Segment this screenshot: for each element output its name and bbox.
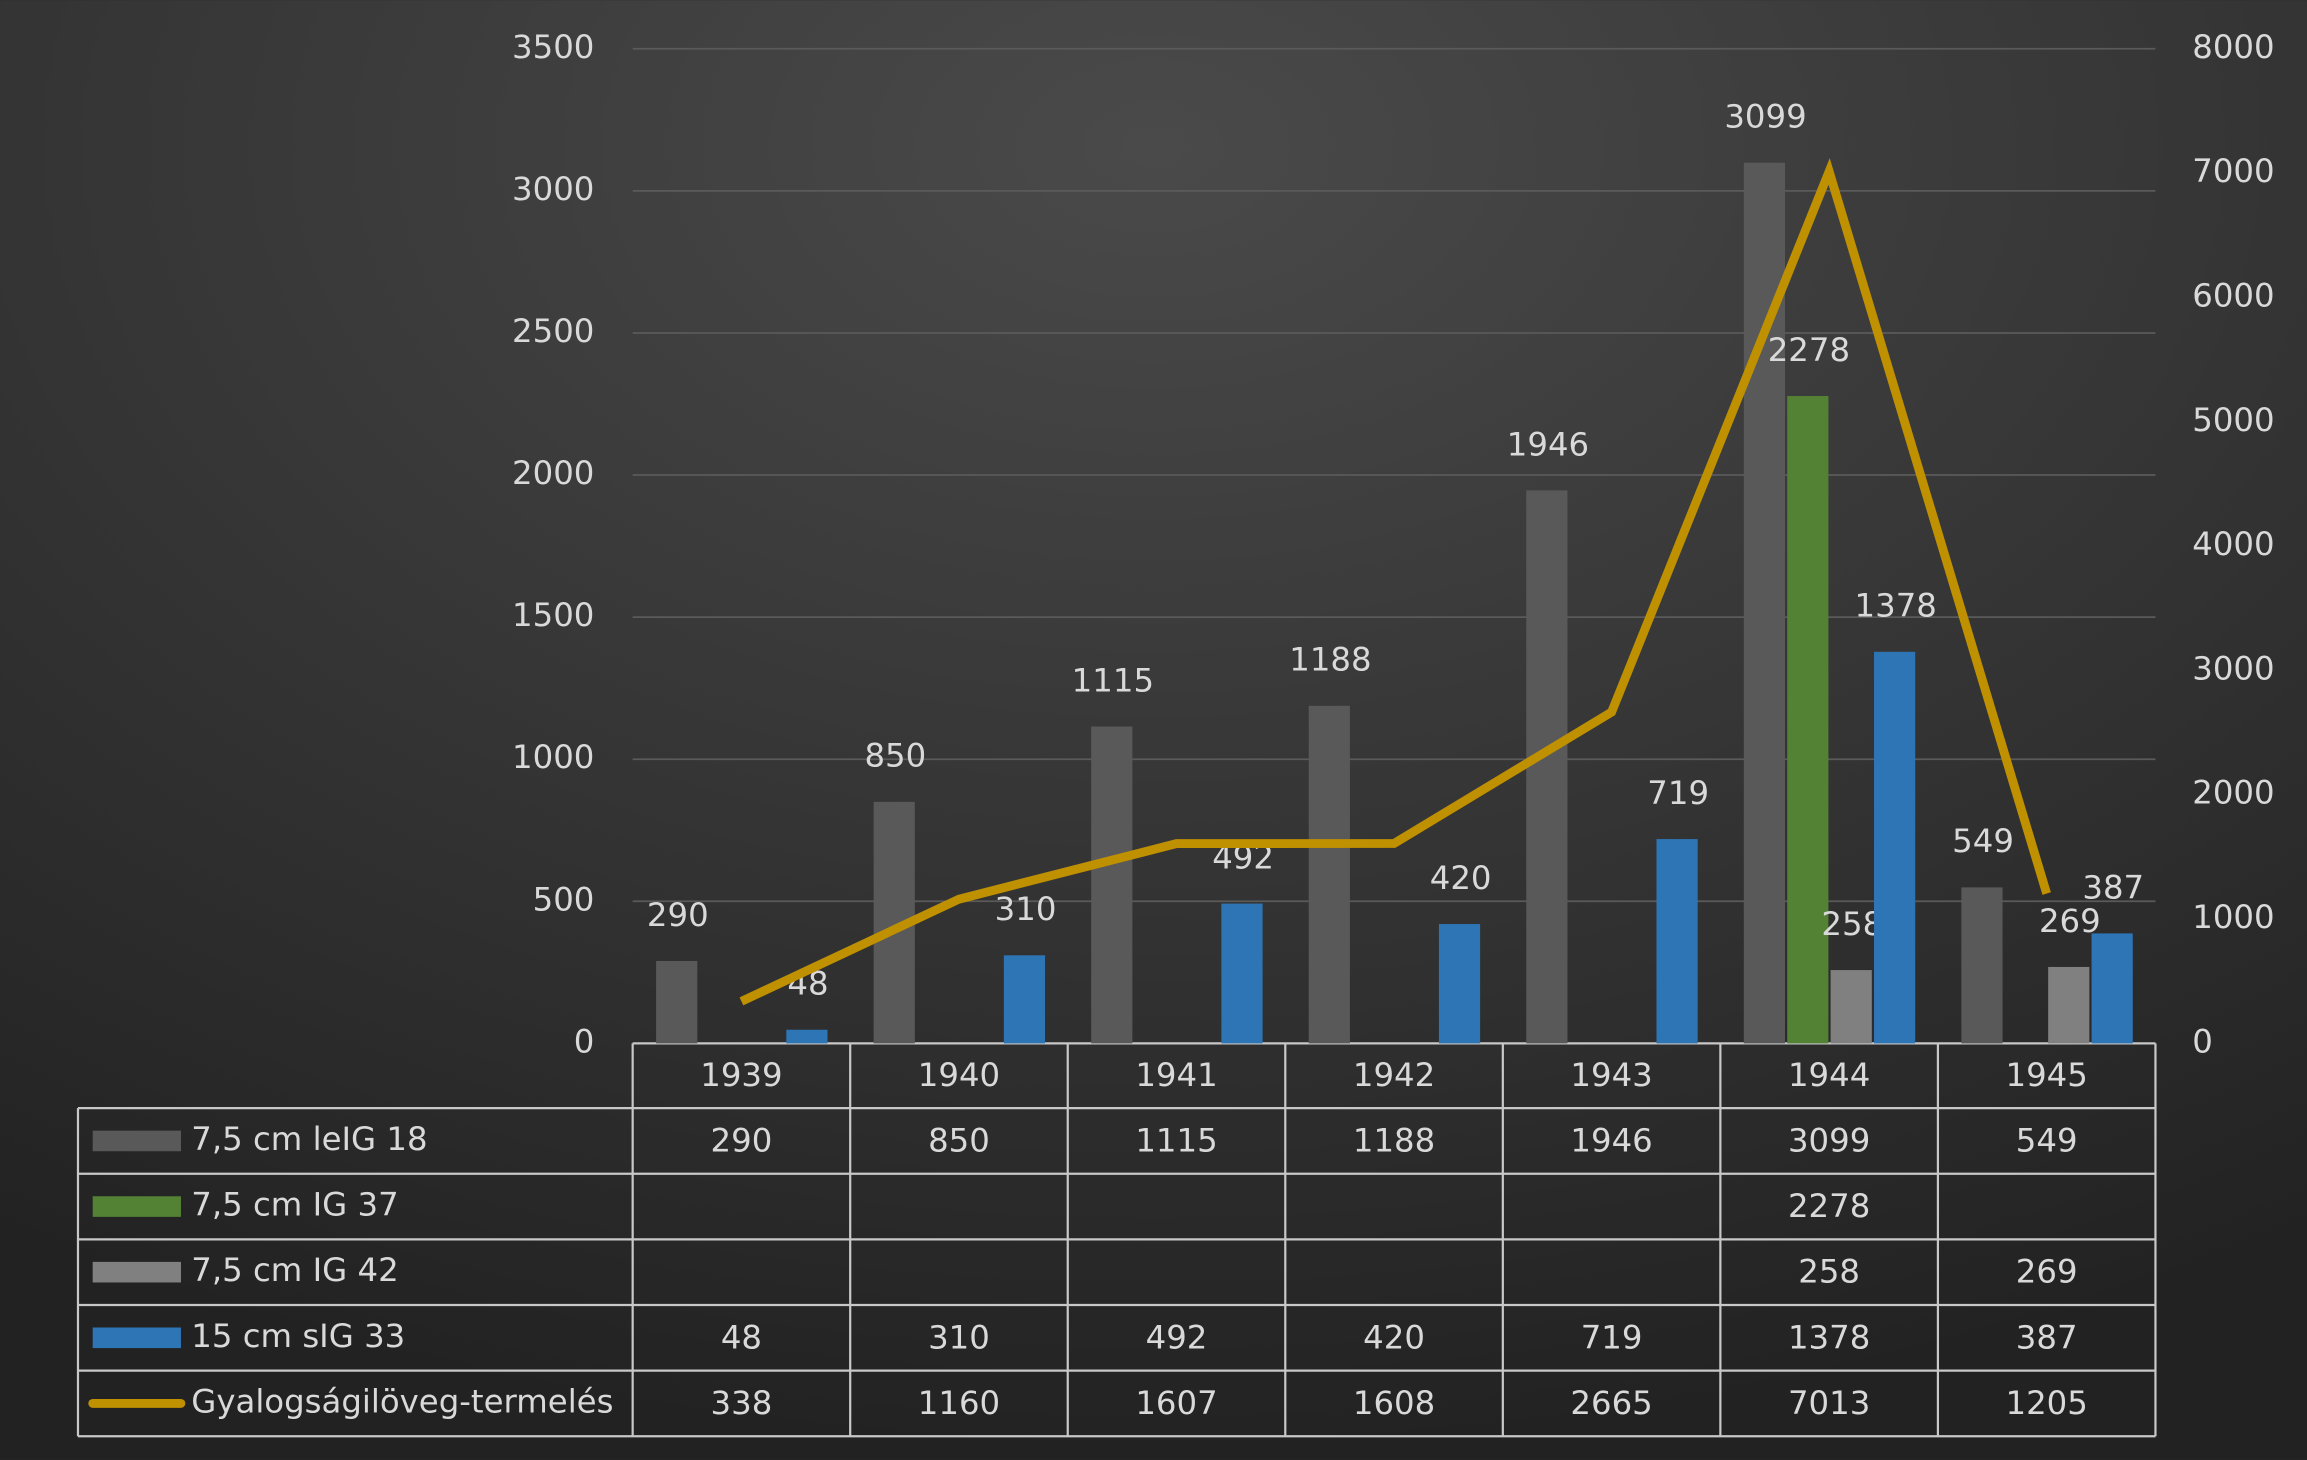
- bar: [1438, 924, 1481, 1044]
- table-cell: 719: [1581, 1318, 1643, 1356]
- table-cell: 2665: [1570, 1384, 1652, 1422]
- y2-tick-label: 3000: [2192, 649, 2274, 687]
- table-cell: 290: [711, 1121, 773, 1159]
- legend-label: Gyalogságilöveg-termelés: [191, 1382, 613, 1420]
- data-label: 719: [1647, 774, 1709, 812]
- y-tick-label: 2000: [512, 454, 594, 492]
- legend-marker: [92, 1196, 181, 1217]
- bar: [1308, 705, 1350, 1044]
- bar: [656, 960, 698, 1044]
- bar: [1091, 726, 1133, 1044]
- y-tick-label: 3000: [512, 170, 594, 208]
- table-cell: 1608: [1353, 1384, 1435, 1422]
- bar: [1221, 903, 1263, 1044]
- y2-tick-label: 6000: [2192, 276, 2274, 314]
- bar: [2091, 933, 2133, 1044]
- x-tick-label: 1940: [918, 1056, 1000, 1094]
- data-label: 1188: [1289, 641, 1371, 679]
- line-series: [739, 158, 2051, 1006]
- table-cell: 310: [928, 1318, 990, 1356]
- data-label: 269: [2039, 902, 2101, 940]
- y2-tick-label: 5000: [2192, 401, 2274, 439]
- y2-tick-label: 7000: [2192, 152, 2274, 190]
- table-cell: 338: [711, 1384, 773, 1422]
- table-cell: 420: [1363, 1318, 1425, 1356]
- x-tick-label: 1942: [1353, 1056, 1435, 1094]
- table-cell: 1188: [1353, 1121, 1435, 1159]
- table-cell: 3099: [1788, 1121, 1870, 1159]
- x-tick-label: 1944: [1788, 1056, 1870, 1094]
- table-cell: 1946: [1570, 1121, 1652, 1159]
- legend-marker: [92, 1261, 181, 1283]
- y-tick-label: 0: [574, 1022, 595, 1060]
- y-tick-label: 1500: [512, 596, 594, 634]
- table-cell: 48: [721, 1318, 762, 1356]
- bar: [2048, 966, 2090, 1044]
- y2-tick-label: 2000: [2192, 774, 2274, 812]
- table-cell: 549: [2016, 1121, 2078, 1159]
- y-tick-label: 3500: [512, 28, 594, 66]
- bar: [1961, 887, 2003, 1044]
- table-cell: 1160: [918, 1384, 1000, 1422]
- data-label: 290: [647, 896, 709, 934]
- x-tick-label: 1939: [700, 1056, 782, 1094]
- data-label: 3099: [1724, 98, 1806, 136]
- table-cell: 850: [928, 1121, 990, 1159]
- y2-tick-label: 4000: [2192, 525, 2274, 563]
- table-cell: 1378: [1788, 1318, 1870, 1356]
- legend-label: 7,5 cm leIG 18: [191, 1120, 427, 1158]
- data-label: 258: [1821, 905, 1883, 943]
- bar: [1656, 839, 1698, 1044]
- bar: [1003, 955, 1046, 1044]
- data-label: 310: [995, 890, 1057, 928]
- bar: [1874, 651, 1916, 1044]
- y-tick-label: 500: [533, 880, 595, 918]
- legend-marker: [92, 1327, 181, 1349]
- data-label: 387: [2082, 868, 2144, 906]
- data-label: 850: [864, 737, 926, 775]
- y-tick-label: 2500: [512, 312, 594, 350]
- y2-tick-label: 0: [2192, 1022, 2213, 1060]
- legend-marker: [92, 1130, 181, 1152]
- x-tick-label: 1941: [1135, 1056, 1217, 1094]
- data-label: 2278: [1768, 331, 1850, 369]
- table-cell: 1607: [1135, 1384, 1217, 1422]
- data-label: 549: [1952, 822, 2014, 860]
- x-tick-label: 1943: [1570, 1056, 1652, 1094]
- table-cell: 387: [2016, 1318, 2078, 1356]
- table-cell: 258: [1798, 1253, 1860, 1291]
- data-label: 1946: [1507, 425, 1589, 463]
- y2-tick-label: 1000: [2192, 898, 2274, 936]
- legend-label: 7,5 cm IG 37: [191, 1186, 398, 1224]
- table-cell: 1205: [2006, 1384, 2088, 1422]
- data-label: 1115: [1072, 661, 1154, 699]
- data-label: 1378: [1855, 587, 1937, 625]
- table-cell: 492: [1146, 1318, 1208, 1356]
- legend-label: 15 cm sIG 33: [191, 1317, 405, 1355]
- bar: [786, 1029, 828, 1044]
- table-cell: 2278: [1788, 1187, 1870, 1225]
- table-cell: 269: [2016, 1253, 2078, 1291]
- table-cell: 1115: [1135, 1121, 1217, 1159]
- x-tick-label: 1945: [2006, 1056, 2088, 1094]
- bar: [1526, 490, 1568, 1044]
- bar: [1830, 970, 1872, 1044]
- data-label: 420: [1430, 859, 1492, 897]
- y2-tick-label: 8000: [2192, 28, 2274, 66]
- bar: [1787, 396, 1829, 1044]
- table-cell: 7013: [1788, 1384, 1870, 1422]
- y-tick-label: 1000: [512, 738, 594, 776]
- legend-label: 7,5 cm IG 42: [191, 1251, 398, 1289]
